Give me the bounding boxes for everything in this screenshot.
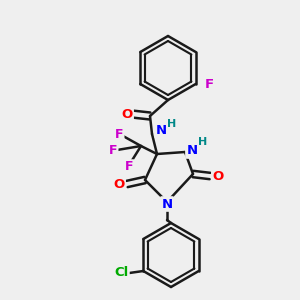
Text: O: O: [212, 169, 224, 182]
Text: O: O: [122, 107, 133, 121]
Text: N: N: [161, 197, 172, 211]
Text: F: F: [125, 160, 133, 173]
Text: F: F: [115, 128, 123, 142]
Text: H: H: [198, 137, 208, 147]
Text: H: H: [167, 119, 177, 129]
Text: N: N: [186, 145, 198, 158]
Text: N: N: [155, 124, 167, 136]
Text: O: O: [113, 178, 124, 190]
Text: F: F: [109, 143, 117, 157]
Text: F: F: [205, 77, 214, 91]
Text: Cl: Cl: [114, 266, 128, 280]
